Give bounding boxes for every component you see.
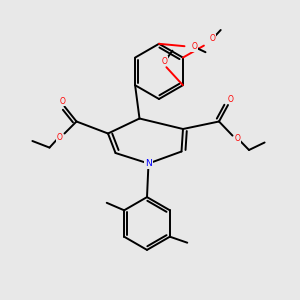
Text: O: O <box>235 134 241 143</box>
Text: O: O <box>56 133 62 142</box>
Text: O: O <box>227 94 233 103</box>
Text: O: O <box>209 34 215 43</box>
Text: O: O <box>162 57 168 66</box>
Text: O: O <box>60 97 66 106</box>
Text: N: N <box>145 159 152 168</box>
Text: O: O <box>191 42 197 51</box>
